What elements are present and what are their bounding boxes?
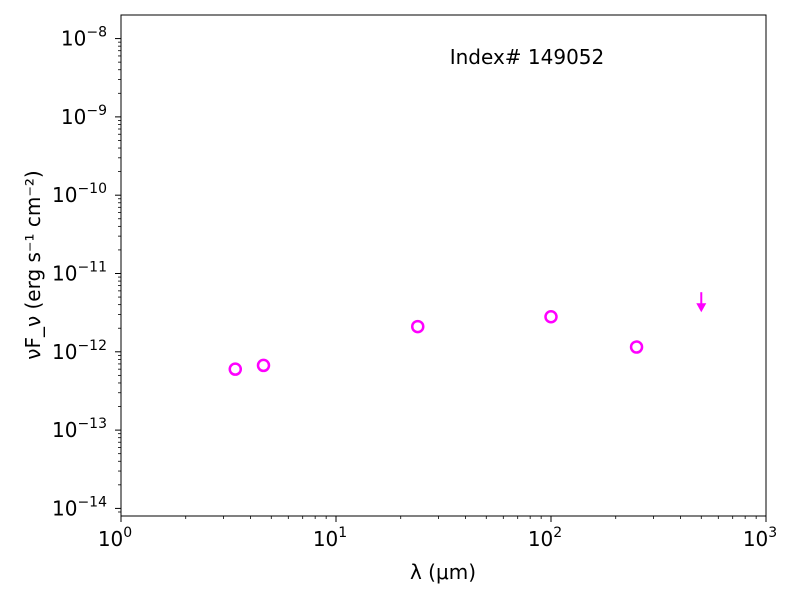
x-tick-label: 101	[313, 525, 347, 551]
x-tick-label: 100	[98, 525, 132, 551]
data-marks	[228, 292, 707, 376]
y-tick-label: 10−12	[52, 338, 107, 364]
y-tick-label: 10−10	[52, 181, 107, 207]
annotation-index: Index# 149052	[450, 45, 605, 69]
y-axis-label: νF_ν (erg s⁻¹ cm⁻²)	[21, 170, 45, 359]
y-tick-label: 10−8	[61, 25, 107, 51]
y-tick-label: 10−9	[61, 103, 107, 129]
y-tick-label: 10−13	[52, 416, 107, 442]
x-tick-label: 103	[743, 525, 777, 551]
plot-frame	[120, 14, 767, 517]
data-point	[410, 319, 425, 334]
data-point	[629, 340, 644, 354]
x-axis-label: λ (μm)	[410, 560, 476, 584]
y-tick-label: 10−14	[52, 494, 107, 520]
data-point	[544, 310, 558, 324]
upper-limit-head	[696, 303, 707, 313]
y-tick-label: 10−11	[52, 259, 107, 285]
data-point	[228, 362, 243, 376]
axis-ticks: 100 101 102 103 10−14 10−13 10−12 10−11 10−10 10−…	[52, 25, 777, 551]
x-tick-label: 102	[528, 525, 562, 551]
upper-limit-arrow	[696, 292, 707, 313]
data-point	[256, 358, 271, 373]
